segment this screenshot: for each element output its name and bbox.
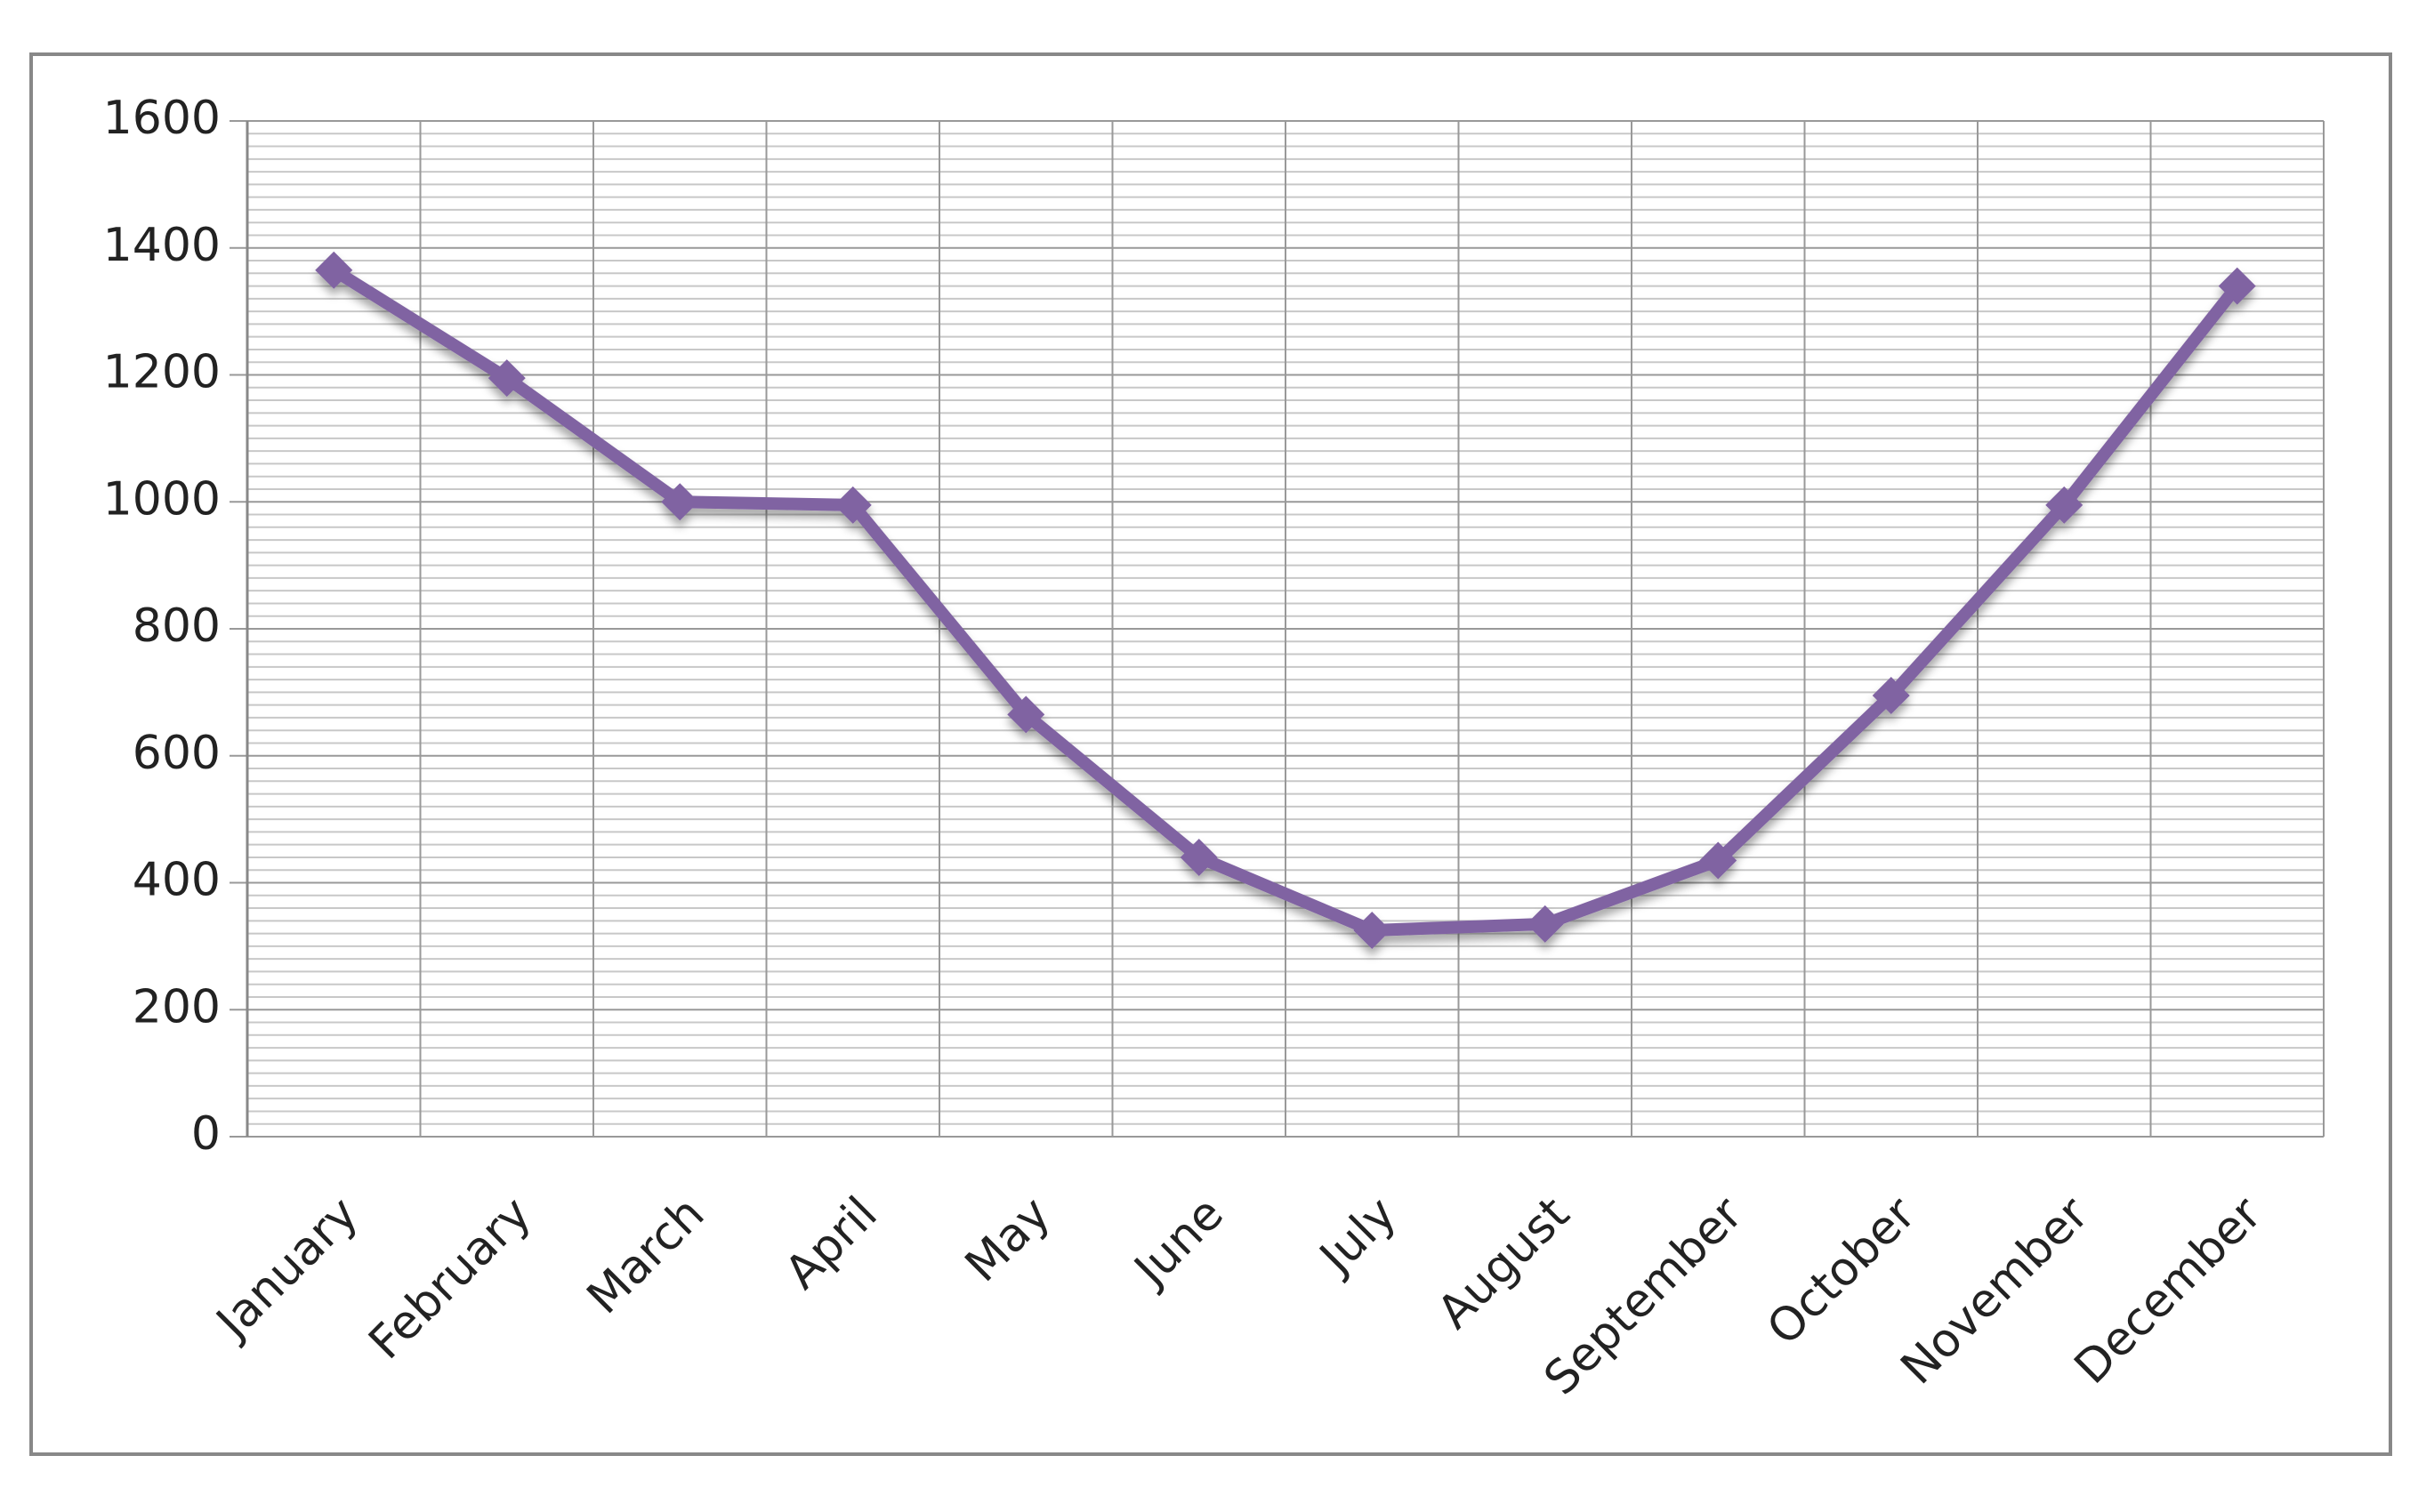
marker bbox=[1699, 841, 1737, 880]
marker bbox=[1526, 905, 1564, 943]
y-tick-label: 1000 bbox=[103, 472, 221, 526]
y-tick-label: 1200 bbox=[103, 346, 221, 399]
marker bbox=[1353, 912, 1391, 950]
marker bbox=[1872, 676, 1910, 714]
marker bbox=[661, 483, 699, 521]
y-tick-label: 800 bbox=[133, 599, 221, 653]
marker bbox=[1180, 838, 1218, 876]
y-tick-label: 1400 bbox=[103, 219, 221, 272]
marker bbox=[1007, 696, 1045, 734]
marker bbox=[834, 486, 872, 524]
marker bbox=[2045, 486, 2083, 524]
line bbox=[330, 264, 2243, 937]
marker bbox=[315, 251, 353, 289]
y-tick-label: 200 bbox=[133, 980, 221, 1033]
marker bbox=[488, 359, 526, 398]
y-tick-label: 1600 bbox=[103, 92, 221, 145]
y-tick-label: 600 bbox=[133, 727, 221, 780]
y-tick-label: 400 bbox=[133, 854, 221, 907]
chart-border bbox=[29, 52, 2392, 1456]
series bbox=[315, 251, 2256, 950]
y-tick-label: 0 bbox=[191, 1107, 221, 1161]
marker bbox=[2218, 267, 2256, 305]
